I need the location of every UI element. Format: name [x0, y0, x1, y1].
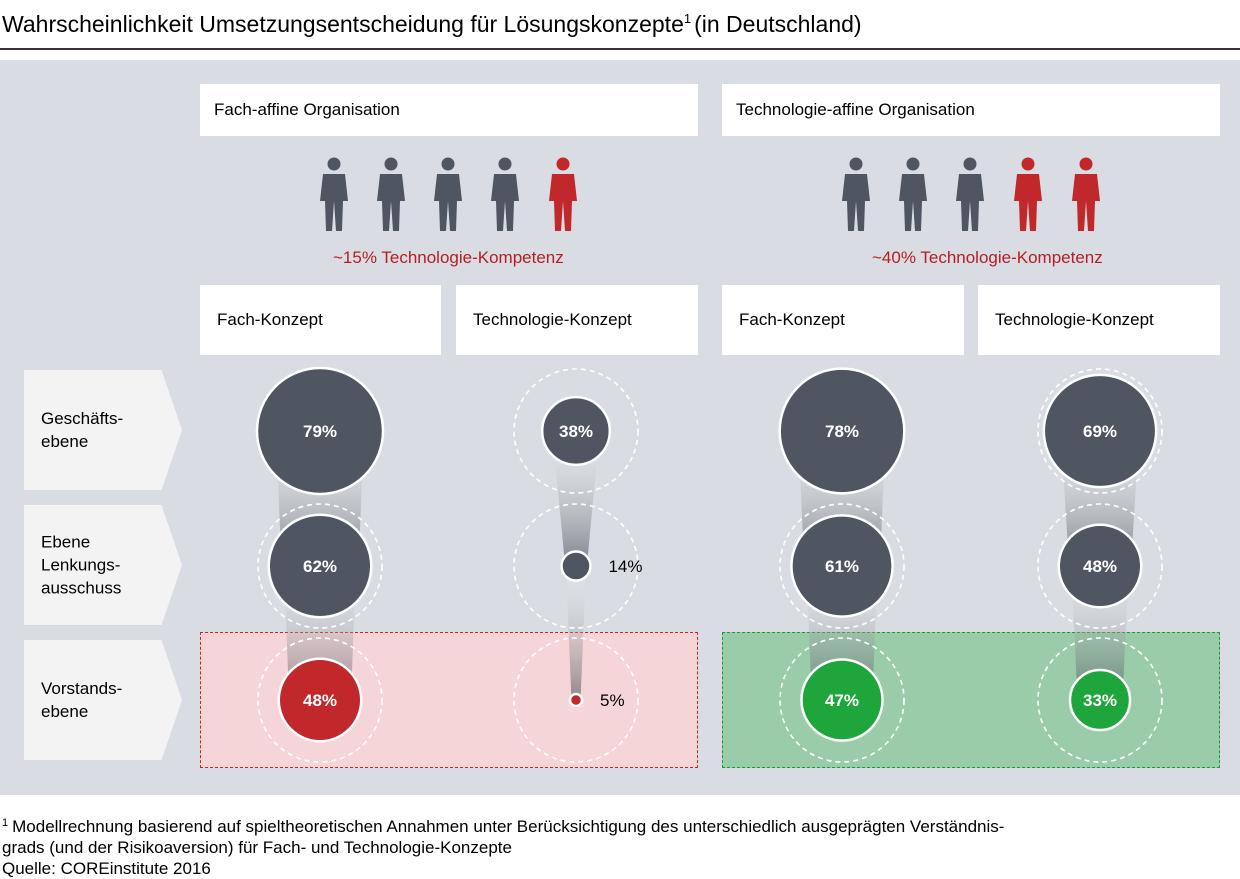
concept-name: Fach-Konzept — [217, 310, 323, 329]
halo-ring — [513, 368, 639, 494]
probability-bubble — [568, 692, 584, 708]
person-icon — [320, 157, 348, 231]
concept-header-tech-tech: Technologie-Konzept — [978, 285, 1220, 355]
person-icon — [1014, 157, 1042, 231]
halo-ring — [779, 503, 905, 629]
bubble-value-label: 14% — [608, 557, 642, 576]
level-line: Ebene — [41, 532, 91, 552]
footnote: 1 Modellrechnung basierend auf spieltheor… — [2, 813, 1004, 879]
level-line: ebene — [41, 432, 89, 451]
person-icon — [842, 157, 870, 231]
person-icon — [899, 157, 927, 231]
footnote-line: grads (und der Risikoaversion) für Fach-… — [2, 838, 512, 857]
person-icon — [377, 157, 405, 231]
competence-label-fach: ~15% Technologie-Kompetenz — [333, 248, 564, 267]
person-icon — [491, 157, 519, 231]
bubble-value-label: 78% — [825, 422, 859, 441]
halo-ring — [513, 637, 639, 763]
probability-bubble — [778, 367, 906, 495]
level-line: Vorstands- — [41, 679, 123, 698]
bubble-value-label: 48% — [303, 691, 337, 710]
bubble-value-label: 62% — [303, 557, 337, 576]
probability-bubble — [277, 657, 363, 743]
halo-ring — [779, 637, 905, 763]
level-line: Lenkungs- — [41, 555, 121, 575]
halo-ring — [513, 503, 639, 629]
title-footnote-mark: 1 — [683, 11, 692, 26]
probability-bubble — [560, 550, 592, 582]
halo-ring — [257, 503, 383, 629]
bubble-value-label: 47% — [825, 691, 859, 710]
org-name: Technologie-affine Organisation — [736, 100, 975, 119]
probability-bubble — [1042, 373, 1158, 489]
page-title: Wahrscheinlichkeit Umsetzungsentscheidun… — [2, 11, 862, 38]
halo-ring — [1037, 637, 1163, 763]
org-name: Fach-affine Organisation — [214, 100, 400, 119]
bubble-value-label: 38% — [559, 422, 593, 441]
bubble-value-label: 5% — [600, 691, 625, 710]
bubble-value-label: 79% — [303, 422, 337, 441]
footnote-source: Quelle: COREinstitute 2016 — [2, 859, 211, 878]
halo-ring — [257, 637, 383, 763]
level-line: ebene — [41, 702, 89, 721]
title-suffix: (in Deutschland) — [694, 11, 862, 37]
level-line: Geschäfts- — [41, 409, 124, 428]
footnote-mark: 1 — [2, 817, 9, 829]
bubble-value-label: 61% — [825, 557, 859, 576]
halo-ring — [1037, 503, 1163, 629]
halo-ring — [1037, 368, 1163, 494]
level-line: ausschuss — [41, 578, 122, 598]
bubble-value-label: 33% — [1083, 691, 1117, 710]
concept-name: Technologie-Konzept — [473, 310, 632, 329]
person-icon — [1072, 157, 1100, 231]
probability-bubble — [1068, 668, 1132, 732]
level-label-lenkungsausschuss: Ebene Lenkungs-ausschuss — [24, 505, 182, 625]
person-icon — [956, 157, 984, 231]
person-icon — [549, 157, 577, 231]
org-header-tech: Technologie-affine Organisation — [722, 84, 1220, 136]
probability-bubble — [267, 513, 373, 619]
competence-label-tech: ~40% Technologie-Kompetenz — [872, 248, 1103, 267]
level-label-vorstandsebene: Vorstands-ebene — [24, 640, 182, 760]
title-text: Wahrscheinlichkeit Umsetzungsentscheidun… — [2, 11, 684, 37]
org-header-fach: Fach-affine Organisation — [200, 84, 698, 136]
concept-header-tech-fach: Fach-Konzept — [722, 285, 964, 355]
concept-name: Technologie-Konzept — [995, 310, 1154, 329]
probability-bubble — [800, 658, 884, 742]
probability-bubble — [790, 514, 894, 618]
bubble-value-label: 48% — [1083, 557, 1117, 576]
footnote-line: Modellrechnung basierend auf spieltheore… — [12, 817, 1005, 836]
probability-bubble — [255, 366, 385, 496]
bubble-value-label: 69% — [1083, 422, 1117, 441]
probability-beam — [552, 431, 600, 566]
probability-beam — [565, 566, 587, 700]
person-icon — [434, 157, 462, 231]
title-bar: Wahrscheinlichkeit Umsetzungsentscheidun… — [0, 0, 1240, 50]
probability-bubble — [1057, 523, 1143, 609]
concept-header-fach-tech: Technologie-Konzept — [456, 285, 698, 355]
concept-name: Fach-Konzept — [739, 310, 845, 329]
concept-header-fach-fach: Fach-Konzept — [200, 285, 441, 355]
decision-zone-fach — [200, 632, 698, 768]
level-label-geschaeftsebene: Geschäfts-ebene — [24, 370, 182, 490]
probability-bubble — [540, 395, 612, 467]
